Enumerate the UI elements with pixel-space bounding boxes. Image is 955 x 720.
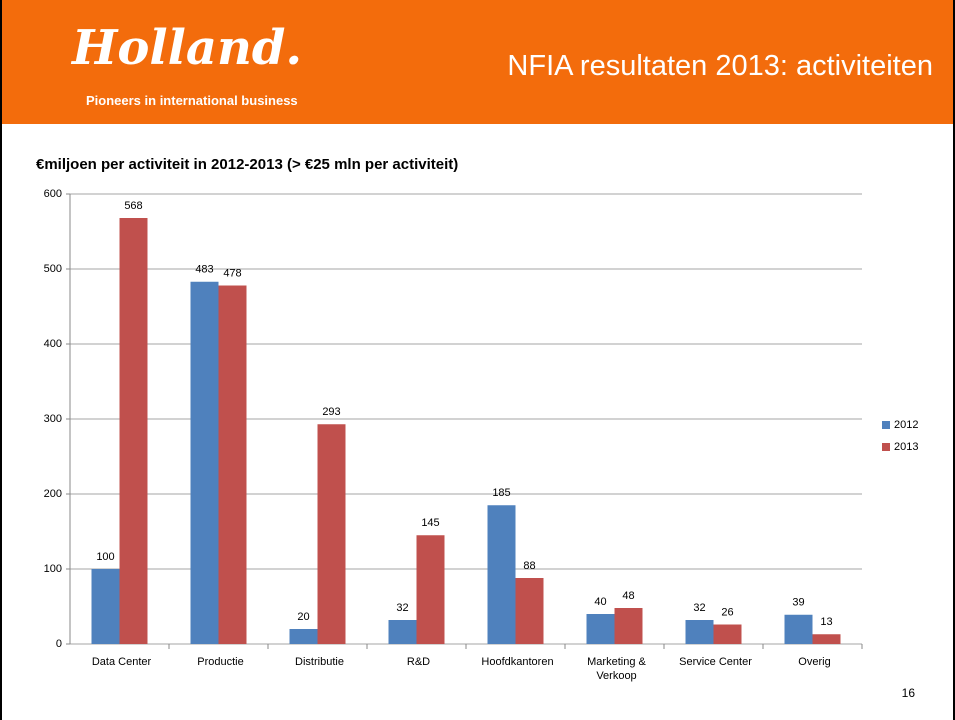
bar — [289, 629, 318, 644]
bar — [685, 620, 714, 644]
data-label: 88 — [523, 560, 535, 572]
legend-swatch — [882, 421, 890, 429]
data-label: 32 — [693, 602, 705, 614]
data-label: 293 — [322, 406, 340, 418]
bar — [218, 285, 247, 644]
bar — [91, 569, 120, 644]
data-label: 20 — [297, 611, 309, 623]
bar — [713, 624, 742, 644]
x-tick-label: R&D — [406, 656, 431, 668]
bar — [317, 424, 346, 644]
bar — [388, 620, 417, 644]
data-label: 26 — [721, 606, 733, 618]
y-tick-label: 0 — [56, 638, 62, 650]
data-label: 48 — [622, 590, 634, 602]
x-tick-label: Marketing & Verkoop — [587, 656, 646, 682]
data-label: 185 — [492, 487, 510, 499]
data-label: 483 — [195, 264, 213, 276]
bar — [416, 535, 445, 644]
logo: Holland. — [72, 20, 303, 76]
y-tick-label: 300 — [44, 413, 62, 425]
bar — [586, 614, 615, 644]
data-label: 39 — [792, 597, 804, 609]
y-tick-label: 500 — [44, 263, 62, 275]
data-label: 13 — [820, 616, 832, 628]
y-tick-label: 600 — [44, 188, 62, 200]
data-label: 100 — [96, 551, 114, 563]
data-label: 568 — [124, 200, 142, 212]
bar — [614, 608, 643, 644]
x-tick-label: Data Center — [91, 656, 152, 668]
header-band — [2, 0, 953, 124]
bar — [487, 505, 516, 644]
data-label: 40 — [594, 596, 606, 608]
legend-label: 2012 — [894, 419, 918, 431]
bar — [190, 281, 219, 644]
x-tick-label: Overig — [798, 656, 831, 668]
bar — [812, 634, 841, 644]
bar — [119, 218, 148, 644]
x-tick-label: Service Center — [679, 656, 752, 668]
y-tick-label: 200 — [44, 488, 62, 500]
x-tick-label: Productie — [197, 656, 244, 668]
data-label: 32 — [396, 602, 408, 614]
y-tick-label: 400 — [44, 338, 62, 350]
chart-title: €miljoen per activiteit in 2012-2013 (> … — [36, 156, 458, 173]
x-tick-label: Hoofdkantoren — [481, 656, 554, 668]
x-tick-label: Distributie — [295, 656, 344, 668]
tagline: Pioneers in international business — [86, 93, 298, 108]
page-number: 16 — [901, 686, 915, 700]
data-label: 145 — [421, 517, 439, 529]
legend-swatch — [882, 443, 890, 451]
slide-title: NFIA resultaten 2013: activiteiten — [507, 50, 933, 82]
bar — [515, 578, 544, 644]
y-tick-label: 100 — [44, 563, 62, 575]
data-label: 478 — [223, 267, 241, 279]
legend-label: 2013 — [894, 441, 918, 453]
bar — [784, 614, 813, 644]
